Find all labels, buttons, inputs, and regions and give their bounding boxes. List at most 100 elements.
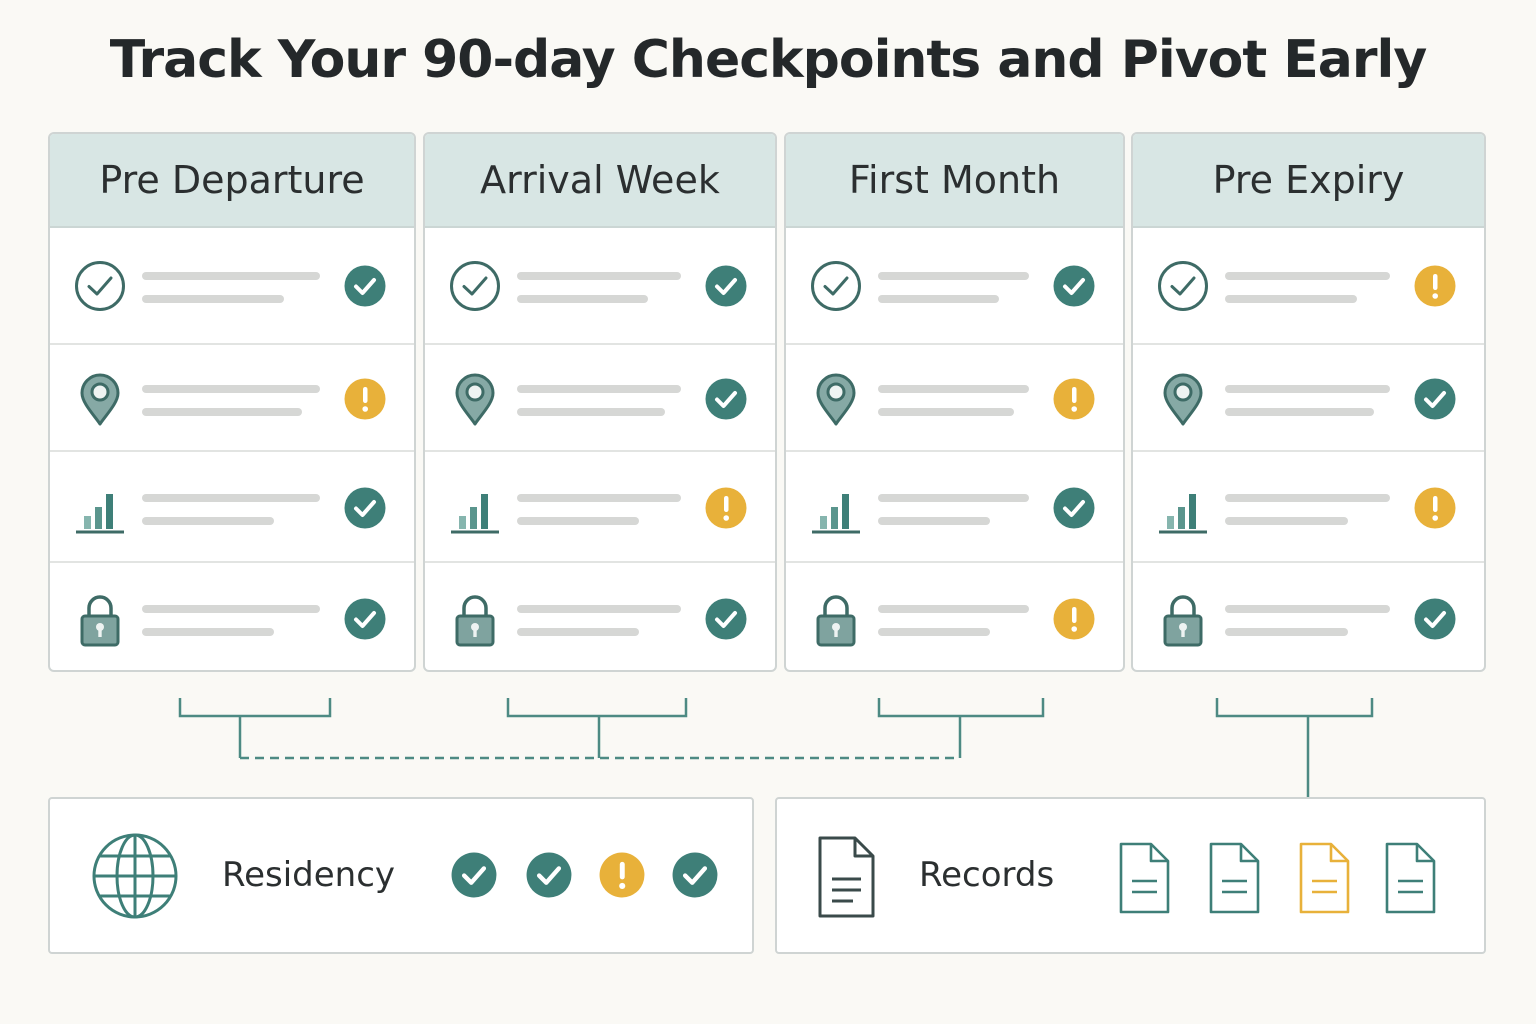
checkpoint-row <box>50 450 414 563</box>
placeholder-text-line <box>517 627 639 636</box>
placeholder-text-line <box>878 294 999 303</box>
placeholder-text-line <box>878 271 1029 280</box>
checkpoint-row <box>786 228 1123 343</box>
check-icon <box>344 487 386 528</box>
check-icon <box>451 852 497 898</box>
placeholder-text-line <box>878 407 1014 416</box>
bar-chart-icon <box>76 493 124 533</box>
check-icon <box>1414 378 1456 419</box>
checkpoint-row <box>1133 228 1484 343</box>
stage-card-arrival-week: Arrival Week <box>423 132 777 672</box>
checkpoint-row <box>1133 450 1484 563</box>
residency-panel: Residency <box>48 797 754 954</box>
lock-icon <box>816 594 856 646</box>
check-circle-icon <box>811 260 861 311</box>
residency-label: Residency <box>222 855 396 895</box>
check-circle-icon <box>75 260 125 311</box>
checkpoint-row <box>1133 343 1484 452</box>
bar-chart-icon <box>1159 493 1207 533</box>
placeholder-text-line <box>878 516 990 525</box>
stage-card-pre-expiry: Pre Expiry <box>1131 132 1486 672</box>
check-circle-icon <box>450 260 500 311</box>
warning-icon <box>705 487 747 528</box>
stage-header: First Month <box>786 134 1123 228</box>
stage-card-first-month: First Month <box>784 132 1125 672</box>
record-document-icon <box>1209 842 1260 914</box>
placeholder-text-line <box>517 604 681 613</box>
check-icon <box>1414 598 1456 639</box>
placeholder-text-line <box>142 604 320 613</box>
check-icon <box>672 852 718 898</box>
placeholder-text-line <box>142 271 320 280</box>
placeholder-text-line <box>517 271 681 280</box>
check-icon <box>1053 487 1095 528</box>
placeholder-text-line <box>142 294 284 303</box>
document-icon <box>818 836 875 918</box>
check-circle-icon <box>1158 260 1208 311</box>
warning-icon <box>599 852 645 898</box>
page-title: Track Your 90-day Checkpoints and Pivot … <box>109 30 1428 90</box>
checkpoint-row <box>425 228 775 343</box>
placeholder-text-line <box>517 384 681 393</box>
checkpoint-row <box>50 228 414 343</box>
checkpoint-row <box>425 450 775 563</box>
checkpoint-row <box>425 561 775 670</box>
placeholder-text-line <box>1225 294 1357 303</box>
placeholder-text-line <box>1225 271 1390 280</box>
placeholder-text-line <box>142 627 274 636</box>
location-pin-icon <box>1163 373 1203 425</box>
record-document-icon <box>1385 842 1436 914</box>
placeholder-text-line <box>1225 493 1390 502</box>
records-panel: Records <box>775 797 1486 954</box>
placeholder-text-line <box>142 407 302 416</box>
record-document-icon <box>1119 842 1170 914</box>
checkpoint-row <box>1133 561 1484 670</box>
warning-icon <box>1053 598 1095 639</box>
placeholder-text-line <box>1225 627 1348 636</box>
placeholder-text-line <box>517 294 648 303</box>
record-document-icon <box>1299 842 1350 914</box>
check-icon <box>705 598 747 639</box>
stage-header: Pre Expiry <box>1133 134 1484 228</box>
records-label: Records <box>919 855 1055 895</box>
location-pin-icon <box>80 373 120 425</box>
checkpoint-row <box>50 343 414 452</box>
placeholder-text-line <box>878 493 1029 502</box>
placeholder-text-line <box>878 604 1029 613</box>
placeholder-text-line <box>142 516 274 525</box>
placeholder-text-line <box>878 384 1029 393</box>
placeholder-text-line <box>1225 384 1390 393</box>
warning-icon <box>1414 265 1456 306</box>
checkpoint-row <box>786 343 1123 452</box>
checkpoint-row <box>786 561 1123 670</box>
check-icon <box>1053 265 1095 306</box>
check-icon <box>705 265 747 306</box>
warning-icon <box>1414 487 1456 528</box>
placeholder-text-line <box>142 384 320 393</box>
check-icon <box>705 378 747 419</box>
check-icon <box>526 852 572 898</box>
warning-icon <box>344 378 386 419</box>
lock-icon <box>80 594 120 646</box>
bar-chart-icon <box>812 493 860 533</box>
lock-icon <box>455 594 495 646</box>
checkpoint-row <box>50 561 414 670</box>
checkpoint-row <box>425 343 775 452</box>
check-icon <box>344 598 386 639</box>
globe-icon <box>92 833 178 919</box>
checkpoint-row <box>786 450 1123 563</box>
placeholder-text-line <box>517 407 665 416</box>
stage-header: Pre Departure <box>50 134 414 228</box>
location-pin-icon <box>816 373 856 425</box>
placeholder-text-line <box>517 516 639 525</box>
warning-icon <box>1053 378 1095 419</box>
placeholder-text-line <box>1225 604 1390 613</box>
stage-header: Arrival Week <box>425 134 775 228</box>
lock-icon <box>1163 594 1203 646</box>
placeholder-text-line <box>1225 516 1348 525</box>
stage-card-pre-departure: Pre Departure <box>48 132 416 672</box>
placeholder-text-line <box>878 627 990 636</box>
placeholder-text-line <box>517 493 681 502</box>
placeholder-text-line <box>142 493 320 502</box>
